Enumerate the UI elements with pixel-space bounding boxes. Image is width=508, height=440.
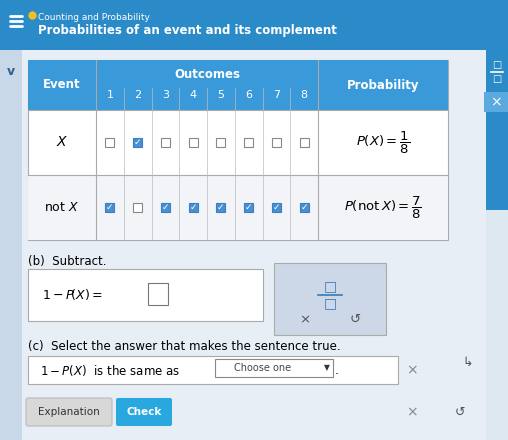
Text: ✓: ✓ bbox=[162, 203, 169, 212]
Text: 7: 7 bbox=[273, 90, 280, 100]
Text: 8: 8 bbox=[301, 90, 308, 100]
Text: Outcomes: Outcomes bbox=[174, 68, 240, 81]
Text: v: v bbox=[7, 65, 15, 78]
Bar bbox=[133, 203, 142, 212]
Text: not $X$: not $X$ bbox=[44, 201, 80, 214]
Bar bbox=[244, 203, 253, 212]
Bar bbox=[272, 203, 281, 212]
Bar bbox=[244, 138, 253, 147]
Text: ↳: ↳ bbox=[463, 356, 473, 369]
Text: (c)  Select the answer that makes the sentence true.: (c) Select the answer that makes the sen… bbox=[28, 340, 341, 353]
Bar bbox=[274, 263, 386, 335]
Text: 1: 1 bbox=[106, 90, 113, 100]
Bar bbox=[28, 356, 398, 384]
Bar bbox=[133, 138, 142, 147]
Bar bbox=[188, 203, 198, 212]
Bar bbox=[105, 138, 114, 147]
Text: 2: 2 bbox=[134, 90, 141, 100]
Text: ✓: ✓ bbox=[189, 203, 197, 212]
Text: ×: × bbox=[299, 313, 310, 326]
Bar bbox=[0, 50, 22, 440]
Bar bbox=[0, 0, 508, 50]
Text: ✓: ✓ bbox=[134, 138, 141, 147]
Text: ✓: ✓ bbox=[217, 203, 225, 212]
Text: 5: 5 bbox=[217, 90, 225, 100]
Text: ×: × bbox=[406, 363, 418, 377]
Text: ×: × bbox=[406, 405, 418, 419]
Bar bbox=[28, 60, 448, 240]
Text: Probabilities of an event and its complement: Probabilities of an event and its comple… bbox=[38, 24, 337, 37]
Text: □: □ bbox=[324, 279, 337, 293]
Text: Probability: Probability bbox=[347, 78, 419, 92]
Text: ↺: ↺ bbox=[455, 406, 465, 418]
Bar bbox=[484, 92, 508, 112]
Bar bbox=[188, 138, 198, 147]
Text: □: □ bbox=[324, 296, 337, 310]
Text: ✓: ✓ bbox=[245, 203, 252, 212]
FancyBboxPatch shape bbox=[116, 398, 172, 426]
Bar bbox=[300, 138, 309, 147]
Text: .: . bbox=[335, 363, 339, 377]
Text: $P(X) = \dfrac{1}{8}$: $P(X) = \dfrac{1}{8}$ bbox=[356, 129, 410, 156]
Text: $1 - P\!\left(X\right) =$: $1 - P\!\left(X\right) =$ bbox=[42, 287, 103, 302]
Text: 6: 6 bbox=[245, 90, 252, 100]
Bar bbox=[215, 359, 333, 377]
Text: 3: 3 bbox=[162, 90, 169, 100]
Text: $1 - P(X)$  is the same as: $1 - P(X)$ is the same as bbox=[40, 363, 180, 378]
Bar bbox=[300, 203, 309, 212]
Text: ✓: ✓ bbox=[273, 203, 280, 212]
Bar bbox=[148, 283, 168, 305]
Text: □: □ bbox=[492, 74, 501, 84]
FancyBboxPatch shape bbox=[26, 398, 112, 426]
Bar bbox=[105, 203, 114, 212]
Text: $P(\mathrm{not}\,X) = \dfrac{7}{8}$: $P(\mathrm{not}\,X) = \dfrac{7}{8}$ bbox=[344, 194, 422, 220]
Bar bbox=[22, 50, 486, 440]
Bar bbox=[161, 203, 170, 212]
Text: Check: Check bbox=[126, 407, 162, 417]
Text: □: □ bbox=[492, 60, 501, 70]
Text: ×: × bbox=[490, 95, 502, 109]
Text: ✓: ✓ bbox=[300, 203, 308, 212]
Text: Choose one: Choose one bbox=[234, 363, 292, 373]
Text: ↺: ↺ bbox=[350, 313, 361, 326]
Bar bbox=[28, 175, 448, 240]
Text: Event: Event bbox=[43, 78, 81, 92]
Bar bbox=[161, 138, 170, 147]
Text: 4: 4 bbox=[189, 90, 197, 100]
Text: Counting and Probability: Counting and Probability bbox=[38, 13, 150, 22]
Bar bbox=[28, 60, 448, 110]
Text: Explanation: Explanation bbox=[38, 407, 100, 417]
Bar bbox=[216, 203, 226, 212]
Bar bbox=[28, 269, 263, 321]
Bar bbox=[216, 138, 226, 147]
Text: $X$: $X$ bbox=[56, 136, 68, 150]
Text: (b)  Subtract.: (b) Subtract. bbox=[28, 255, 107, 268]
Text: ▼: ▼ bbox=[324, 363, 330, 373]
Bar bbox=[486, 50, 508, 210]
Bar bbox=[272, 138, 281, 147]
Text: ✓: ✓ bbox=[106, 203, 114, 212]
